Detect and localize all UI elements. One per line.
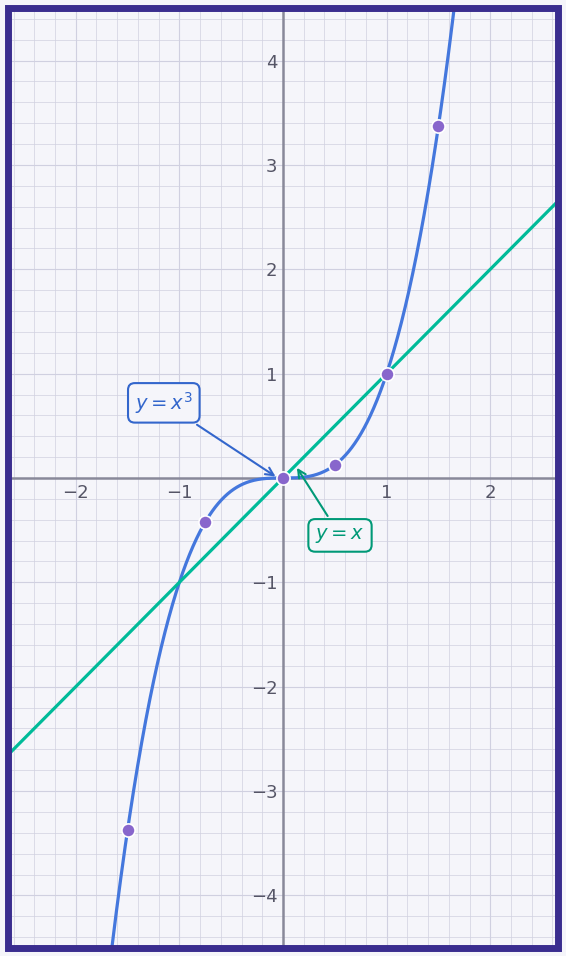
- Text: $y = x$: $y = x$: [298, 469, 365, 545]
- Point: [123, 822, 132, 837]
- Point: [434, 119, 443, 134]
- Point: [201, 514, 210, 530]
- Point: [331, 457, 340, 472]
- Point: [382, 366, 391, 381]
- Text: $y = x^3$: $y = x^3$: [135, 390, 273, 475]
- Point: [278, 470, 288, 486]
